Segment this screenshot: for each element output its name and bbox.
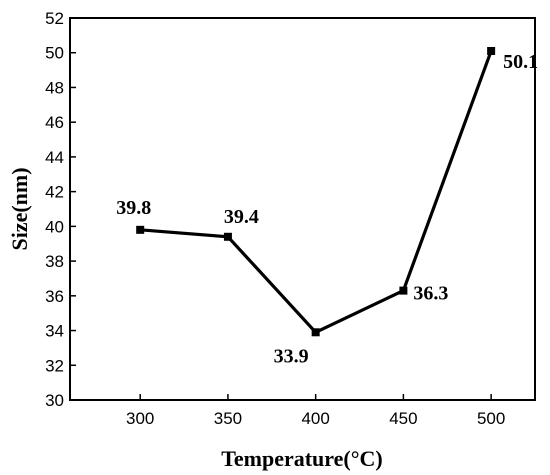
data-point-marker: [311, 328, 320, 337]
data-labels: 39.8 39.4 33.9 36.3 50.1: [116, 51, 538, 367]
plot-frame: [69, 17, 536, 401]
y-tick-label: 52: [45, 9, 64, 28]
data-point-marker: [136, 225, 145, 234]
y-tick-label: 46: [45, 113, 64, 132]
y-tick-label: 36: [45, 287, 64, 306]
x-tick-label: 400: [301, 409, 329, 428]
y-tick-label: 38: [45, 252, 64, 271]
x-tick-label: 500: [477, 409, 505, 428]
data-label: 39.4: [224, 206, 259, 228]
x-axis: 300 350 400 450 500: [126, 394, 505, 428]
data-markers: [136, 46, 496, 337]
y-tick-label: 44: [45, 148, 64, 167]
x-tick-label: 300: [126, 409, 154, 428]
data-point-marker: [487, 46, 496, 55]
data-label: 39.8: [116, 197, 151, 219]
y-axis: 30 32 34 36 38 40 42 44 46 48 50 52: [45, 9, 76, 410]
y-tick-label: 40: [45, 217, 64, 236]
data-label: 50.1: [503, 51, 538, 73]
y-tick-label: 42: [45, 183, 64, 202]
data-point-marker: [399, 286, 408, 295]
x-tick-label: 450: [389, 409, 417, 428]
y-tick-label: 50: [45, 44, 64, 63]
x-tick-label: 350: [214, 409, 242, 428]
y-tick-label: 30: [45, 391, 64, 410]
y-axis-title: Size(nm): [7, 167, 32, 250]
x-axis-title: Temperature(°C): [221, 446, 383, 471]
data-point-marker: [223, 232, 232, 241]
data-label: 36.3: [413, 283, 448, 305]
y-tick-label: 48: [45, 78, 64, 97]
y-tick-label: 34: [45, 322, 64, 341]
y-tick-label: 32: [45, 356, 64, 375]
data-label: 33.9: [274, 345, 309, 367]
